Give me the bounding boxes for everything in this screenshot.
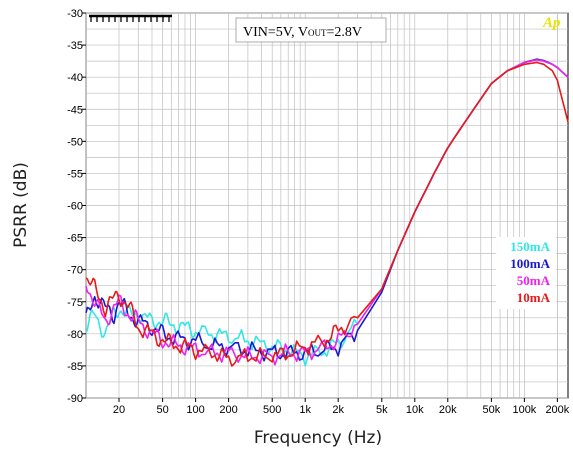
x-tick-label: 200k (545, 404, 569, 416)
annotation-suffix: =2.8V (326, 25, 362, 40)
legend-entry: 50mA (517, 273, 551, 288)
annotation-sub: OUT (308, 28, 327, 38)
y-tick-label: -90 (67, 393, 83, 405)
x-tick-label: 2k (332, 404, 344, 416)
y-axis-ticks: -30 -35 -40 -45 -50 -55 -60 -65 -70 -75 -80 -85 -90 (67, 8, 86, 405)
y-tick-label: -65 (67, 233, 83, 245)
annotation-prefix: VIN=5V, V (243, 25, 308, 40)
ap-logo: Ap (542, 15, 561, 31)
top-edge-markers (89, 14, 172, 22)
x-tick-label: 50k (483, 404, 501, 416)
x-axis-ticks: 20 50 100 200 500 1k 2k 5k 10k 20k 50k 100k 200k (113, 398, 570, 416)
y-tick-label: -40 (67, 72, 83, 84)
x-tick-label: 200 (219, 404, 237, 416)
y-tick-label: -50 (67, 136, 83, 148)
y-tick-label: -80 (67, 329, 83, 341)
series-line-10mA (85, 61, 569, 367)
legend-background (496, 237, 556, 309)
y-tick-label: -60 (67, 201, 83, 213)
x-tick-label: 100 (186, 404, 204, 416)
y-tick-label: -75 (67, 297, 83, 309)
x-tick-label: 100k (512, 404, 536, 416)
x-tick-label: 5k (376, 404, 388, 416)
y-tick-label: -85 (67, 361, 83, 373)
annotation-box (235, 17, 387, 43)
x-tick-label: 10k (406, 404, 424, 416)
y-tick-label: -35 (67, 40, 83, 52)
x-tick-label: 1k (299, 404, 311, 416)
y-axis-title: PSRR (dB) (11, 162, 31, 248)
annotation-text: VIN=5V, VOUT=2.8V (243, 25, 362, 40)
x-tick-label: 20 (113, 404, 125, 416)
legend-entry: 10mA (517, 290, 551, 305)
x-tick-label: 20k (439, 404, 457, 416)
y-tick-label: -45 (67, 104, 83, 116)
legend-entry: 150mA (510, 239, 550, 254)
x-tick-label: 50 (156, 404, 168, 416)
y-tick-label: -70 (67, 265, 83, 277)
y-tick-label: -30 (67, 8, 83, 20)
x-axis-title: Frequency (Hz) (254, 428, 382, 448)
series-lines (85, 58, 569, 367)
x-tick-label: 500 (263, 404, 281, 416)
y-tick-label: -55 (67, 168, 83, 180)
legend-entry: 100mA (510, 256, 550, 271)
legend: 150mA 100mA 50mA 10mA (496, 237, 556, 309)
